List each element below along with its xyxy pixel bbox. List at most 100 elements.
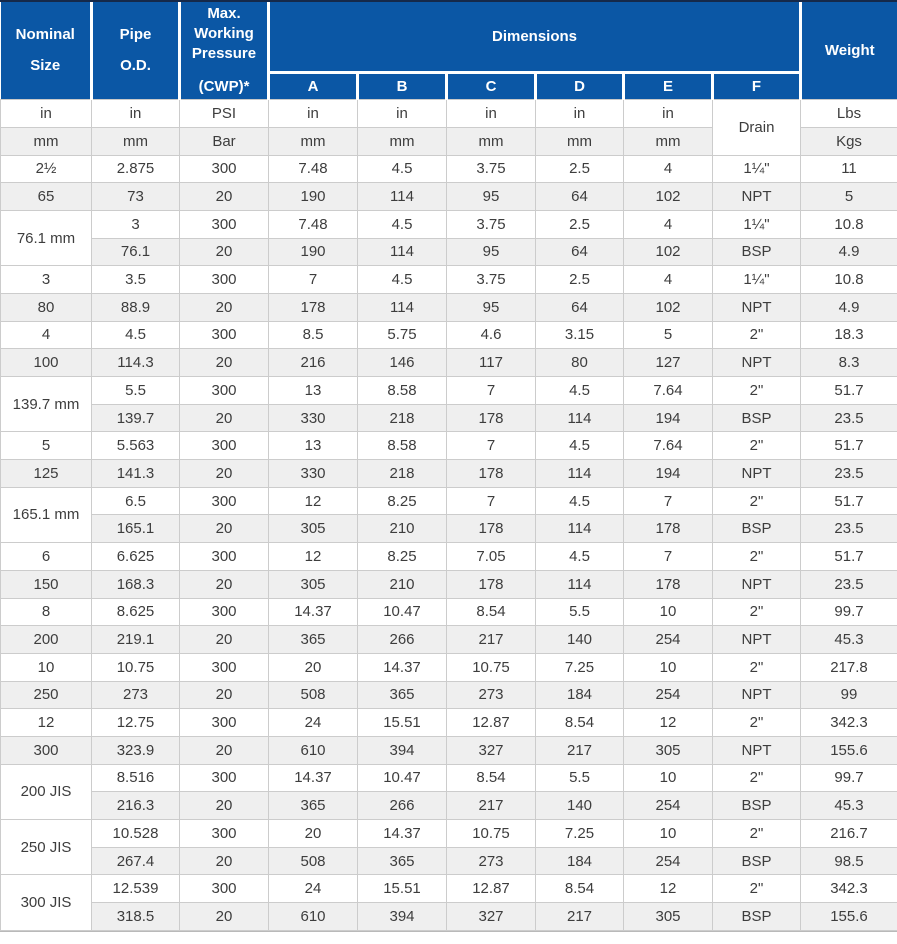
dim-c-cell: 178 xyxy=(446,403,536,433)
dim-c-cell: 217 xyxy=(446,791,536,820)
unit-cell: Bar xyxy=(179,126,269,156)
dim-a-cell: 7.48 xyxy=(268,209,358,239)
dim-a-cell: 190 xyxy=(268,237,358,267)
pressure-cell: 300 xyxy=(179,763,269,793)
pressure-cell: 20 xyxy=(179,846,269,876)
dim-c-cell: 7 xyxy=(446,431,536,461)
table-row: 5 5.563 300 13 8.58 7 4.5 7.64 2" 51.7 xyxy=(0,431,897,461)
weight-cell: 99 xyxy=(800,680,897,710)
table-row: 250 JIS 10.528 300 20 14.37 10.75 7.25 10 2" 216.… xyxy=(0,818,897,876)
dim-e-cell: 7.64 xyxy=(623,376,713,405)
table-row: 4 4.5 300 8.5 5.75 4.6 3.15 5 2" 18.3 xyxy=(0,320,897,350)
dim-a-cell: 508 xyxy=(268,846,358,876)
dim-f-cell: NPT xyxy=(712,292,801,322)
dim-a-cell: 365 xyxy=(268,625,358,654)
dim-f-cell: 1¼" xyxy=(712,209,801,239)
weight-cell: 23.5 xyxy=(800,403,897,433)
dim-e-cell: 7 xyxy=(623,542,713,571)
dim-e-cell: 102 xyxy=(623,292,713,322)
pipe-od-cell: 6.625 xyxy=(91,542,180,571)
pressure-cell: 300 xyxy=(179,209,269,239)
dim-f-cell: 2" xyxy=(712,597,801,627)
dim-d-cell: 4.5 xyxy=(535,376,624,405)
dim-a-cell: 305 xyxy=(268,514,358,544)
dim-e-cell: 7 xyxy=(623,486,713,516)
nominal-cell: 139.7 mm xyxy=(0,375,92,433)
pressure-cell: 20 xyxy=(179,514,269,544)
unit-cell: in xyxy=(91,98,180,128)
dim-b-cell: 218 xyxy=(357,459,447,488)
table-row: 10 10.75 300 20 14.37 10.75 7.25 10 2" 217.8 xyxy=(0,652,897,682)
pipe-od-cell: 5.5 xyxy=(91,376,180,405)
nominal-cell: 200 xyxy=(0,625,92,654)
dim-b-cell: 8.25 xyxy=(357,542,447,571)
dim-e-cell: 12 xyxy=(623,708,713,737)
nominal-cell: 76.1 mm xyxy=(0,209,92,267)
unit-cell-kgs: Kgs xyxy=(800,126,897,156)
dim-d-cell: 4.5 xyxy=(535,431,624,461)
dim-c-cell: 10.75 xyxy=(446,819,536,848)
dim-f-cell: BSP xyxy=(712,791,801,820)
dim-e-cell: 254 xyxy=(623,625,713,654)
pipe-od-cell: 2.875 xyxy=(91,154,180,184)
table-row: 165.1 mm 6.5 300 12 8.25 7 4.5 7 2" 51.7 xyxy=(0,486,897,544)
pressure-cell: 300 xyxy=(179,320,269,350)
dim-f-cell: 2" xyxy=(712,542,801,571)
pipe-od-cell: 6.5 xyxy=(91,486,180,516)
dim-d-cell: 140 xyxy=(535,625,624,654)
header-dim-f: F xyxy=(711,72,802,100)
dim-e-cell: 10 xyxy=(623,819,713,848)
weight-cell: 11 xyxy=(800,154,897,184)
dim-b-cell: 4.5 xyxy=(357,209,447,239)
dim-b-cell: 394 xyxy=(357,735,447,765)
unit-cell: mm xyxy=(91,126,180,156)
dim-d-cell: 7.25 xyxy=(535,652,624,682)
pressure-cell: 20 xyxy=(179,569,269,599)
dim-b-cell: 4.5 xyxy=(357,265,447,294)
dim-c-cell: 95 xyxy=(446,182,536,211)
pressure-cell: 300 xyxy=(179,542,269,571)
dim-d-cell: 114 xyxy=(535,569,624,599)
dim-e-cell: 305 xyxy=(623,735,713,765)
dim-e-cell: 10 xyxy=(623,597,713,627)
nominal-cell: 6 xyxy=(0,542,92,571)
pressure-cell: 20 xyxy=(179,791,269,820)
dim-f-cell: NPT xyxy=(712,348,801,377)
nominal-cell: 3 xyxy=(0,265,92,294)
weight-cell: 8.3 xyxy=(800,348,897,377)
header-pressure-line2: Working xyxy=(194,25,254,42)
weight-cell: 155.6 xyxy=(800,735,897,765)
pressure-cell: 20 xyxy=(179,459,269,488)
dim-f-cell: 2" xyxy=(712,431,801,461)
dim-a-cell: 20 xyxy=(268,819,358,848)
pipe-od-cell: 4.5 xyxy=(91,320,180,350)
pressure-cell: 300 xyxy=(179,708,269,737)
pipe-od-cell: 165.1 xyxy=(91,514,180,544)
nominal-cell: 165.1 mm xyxy=(0,486,92,544)
dim-f-cell: BSP xyxy=(712,237,801,267)
unit-cell: mm xyxy=(446,126,536,156)
unit-cell: mm xyxy=(623,126,713,156)
dim-d-cell: 2.5 xyxy=(535,154,624,184)
dim-f-cell: 2" xyxy=(712,320,801,350)
nominal-cell: 10 xyxy=(0,652,92,682)
dim-d-cell: 2.5 xyxy=(535,265,624,294)
table-row: 267.4 20 508 365 273 184 254 BSP 98.5 xyxy=(1,846,897,876)
header-dim-b: B xyxy=(356,72,448,100)
nominal-cell: 200 JIS xyxy=(0,763,92,821)
dim-b-cell: 365 xyxy=(357,680,447,710)
dim-f-cell: NPT xyxy=(712,680,801,710)
dim-f-cell: 2" xyxy=(712,652,801,682)
header-nominal-size: Nominal Size xyxy=(0,2,93,100)
dim-a-cell: 610 xyxy=(268,735,358,765)
pipe-od-cell: 8.625 xyxy=(91,597,180,627)
unit-cell: in xyxy=(0,98,92,128)
dim-c-cell: 3.75 xyxy=(446,265,536,294)
nominal-cell: 12 xyxy=(0,708,92,737)
pipe-od-cell: 273 xyxy=(91,680,180,710)
dim-d-cell: 80 xyxy=(535,348,624,377)
unit-cell: mm xyxy=(357,126,447,156)
dim-b-cell: 4.5 xyxy=(357,154,447,184)
weight-cell: 216.7 xyxy=(800,819,897,848)
